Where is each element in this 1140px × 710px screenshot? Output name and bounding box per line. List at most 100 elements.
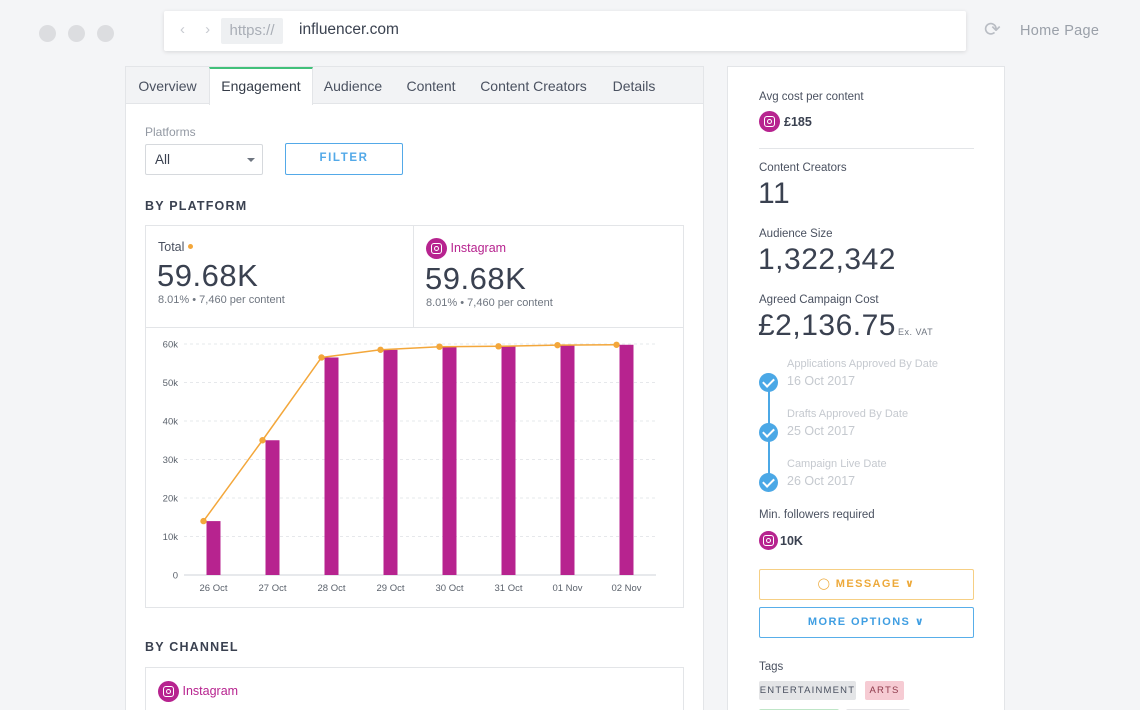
line-point [200,517,207,525]
by-channel-title: BY CHANNEL [145,640,239,654]
avg-cost: £185 [759,111,812,132]
instagram-icon [158,681,179,702]
total-label-wrap: Total [158,240,194,254]
check-icon [759,423,778,442]
channel-card: Instagram [145,667,684,710]
avg-cost-label: Avg cost per content [759,91,864,103]
total-sub: 8.01% • 7,460 per content [158,294,285,306]
series-dot-icon [188,244,194,249]
total-value: 59.68K [157,258,259,293]
instagram-value: 59.68K [425,261,527,296]
timeline-label: Applications Approved By Date [787,358,939,370]
x-tick-label: 02 Nov [611,583,641,594]
tab-details[interactable]: Details [612,78,656,94]
campaign-cost-value: £2,136.75 [758,309,896,342]
x-tick-label: 31 Oct [495,583,523,594]
channel-label: Instagram [182,683,239,698]
stats-divider [146,327,683,328]
bar [383,349,398,575]
check-icon [759,373,778,392]
platforms-label: Platforms [145,125,196,139]
filter-button[interactable]: FILTER [285,143,403,175]
audience-label: Audience Size [759,228,833,240]
x-tick-label: 28 Oct [318,583,346,594]
x-tick-label: 29 Oct [377,583,405,594]
timeline-date: 25 Oct 2017 [787,424,856,438]
min-followers-value: 10K [780,533,803,548]
platforms-select-value: All [155,152,171,167]
platforms-select[interactable]: All [145,144,263,175]
timeline-date: 16 Oct 2017 [787,374,856,388]
home-page-link[interactable]: Home Page [1020,23,1100,39]
timeline-date: 26 Oct 2017 [787,474,856,488]
tab-overview[interactable]: Overview [138,78,197,94]
window-close-dot[interactable] [39,25,56,42]
tags-label: Tags [759,661,784,673]
tab-engagement[interactable]: Engagement [209,67,313,105]
instagram-icon [759,111,780,132]
min-followers: 10K [759,531,803,550]
bar [442,346,457,575]
y-tick-label: 50k [163,378,179,389]
avg-cost-value: £185 [784,114,812,129]
instagram-label: Instagram [450,240,507,255]
url-host: influencer.com [299,21,399,38]
divider [759,148,974,149]
line-point [377,346,384,353]
bar [265,440,280,575]
line-point [613,341,620,348]
line-point [436,343,443,350]
message-button[interactable]: ◯ MESSAGE ∨ [759,569,974,600]
tab-audience[interactable]: Audience [323,78,383,94]
timeline-label: Drafts Approved By Date [787,408,909,420]
nav-arrows-icon[interactable]: ‹ › [180,21,219,38]
line-point [554,341,561,349]
bar [206,521,221,575]
line-point [495,343,502,350]
channel-title: Instagram [158,681,238,702]
total-label: Total [158,240,185,254]
instagram-icon [759,531,778,550]
creators-label: Content Creators [759,162,847,174]
tab-content-creators[interactable]: Content Creators [480,78,587,94]
tab-bar: Overview Engagement Audience Content Con… [126,67,703,105]
window-maximize-dot[interactable] [97,25,114,42]
bar [501,346,516,575]
line-series [202,344,617,522]
y-tick-label: 30k [163,455,179,466]
engagement-chart: 0 10k 20k 30k 40k 50k 60k 26 Oct 27 Oct 28 Oct 29 … [146,328,683,607]
url-protocol: https:// [221,18,283,44]
min-followers-label: Min. followers required [759,509,875,521]
bar [560,345,575,575]
by-platform-title: BY PLATFORM [145,199,248,213]
tag-entertainment[interactable]: ENTERTAINMENT [759,681,856,700]
engagement-chart-svg: 0 10k 20k 30k 40k 50k 60k 26 Oct 27 Oct 28 Oct 29 … [163,340,656,594]
platform-stats-card: Total 59.68K 8.01% • 7,460 per content I… [145,225,684,608]
campaign-cost: £2,136.75 Ex. VAT [758,309,933,343]
address-bar[interactable]: ‹ › https:// influencer.com [164,11,966,51]
y-tick-label: 20k [163,494,179,505]
line-point [259,437,266,444]
window-minimize-dot[interactable] [68,25,85,42]
browser-chrome: ‹ › https:// influencer.com ⟳ Home Page [0,0,1140,62]
bar [619,344,634,575]
reload-icon[interactable]: ⟳ [984,19,1001,41]
x-tick-label: 30 Oct [436,583,464,594]
line-point [318,354,325,361]
campaign-summary-panel: Avg cost per content £185 Content Creato… [727,66,1005,710]
x-tick-label: 26 Oct [200,583,228,594]
main-panel: Overview Engagement Audience Content Con… [125,66,704,710]
audience-value: 1,322,342 [758,243,896,276]
tag-arts[interactable]: ARTS [865,681,904,700]
ex-vat-label: Ex. VAT [897,327,934,337]
instagram-title: Instagram [426,238,506,259]
y-tick-label: 10k [163,532,179,543]
tab-content[interactable]: Content [406,78,456,94]
y-tick-label: 60k [163,340,179,351]
more-options-button[interactable]: MORE OPTIONS ∨ [759,607,974,638]
caret-down-icon [247,158,255,162]
timeline-label: Campaign Live Date [787,458,887,470]
y-tick-label: 0 [173,571,178,582]
bar [324,357,339,575]
creators-value: 11 [758,177,791,210]
